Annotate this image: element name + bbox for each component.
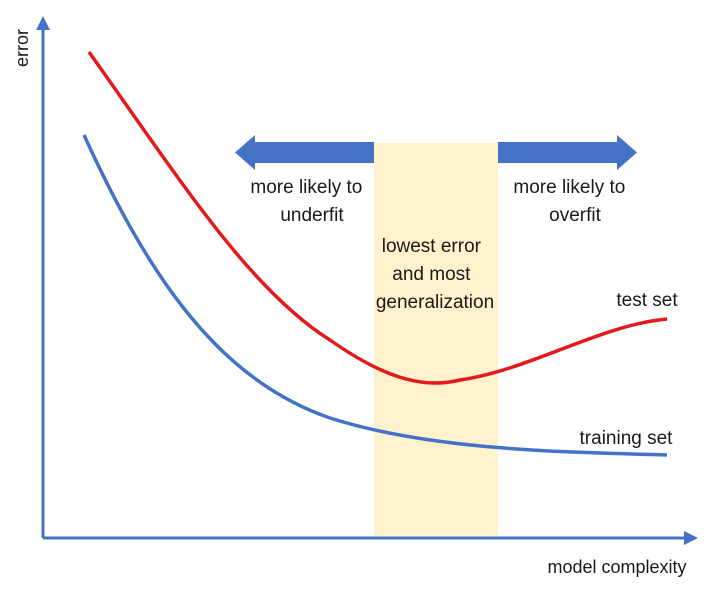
underfit-label: more likely to underfit — [250, 177, 367, 226]
overfit-label-line-1: more likely to — [513, 177, 625, 198]
optimal-region — [374, 143, 498, 536]
overfit-label-line-2: overfit — [549, 205, 601, 226]
underfit-label-line-2: underfit — [280, 205, 344, 226]
test-set-curve — [87, 50, 668, 385]
overfit-label: more likely to overfit — [513, 177, 630, 226]
test-set-label: test set — [616, 290, 678, 311]
region-label-line-3: generalization — [376, 292, 494, 313]
underfit-label-line-1: more likely to — [250, 177, 362, 198]
x-axis-label: model complexity — [547, 557, 686, 577]
right-arrow — [498, 135, 637, 170]
y-axis-label: error — [12, 29, 32, 67]
region-label-line-2: and most — [392, 264, 471, 285]
region-label-line-1: lowest error — [382, 236, 482, 257]
region-label: lowest error and most generalization — [376, 236, 494, 313]
training-set-curve — [82, 134, 668, 457]
y-axis-arrowhead — [36, 16, 50, 30]
x-axis-arrowhead — [684, 531, 698, 545]
training-set-label: training set — [580, 428, 674, 449]
left-arrow — [235, 135, 374, 170]
axes — [36, 16, 698, 545]
